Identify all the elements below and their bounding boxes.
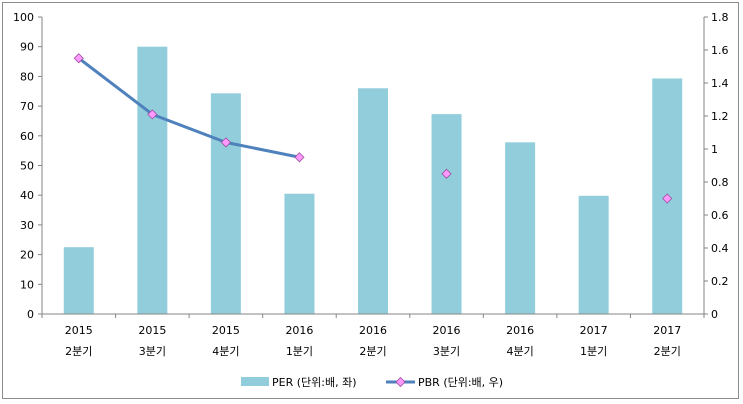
right-axis: 0 0.2 0.4 0.6 0.8 1 1.2 1.4 1.6 1.8: [703, 11, 729, 321]
per-bars: [63, 46, 683, 314]
left-axis-tick-label: 90: [20, 41, 34, 54]
left-axis-tick-label: 100: [13, 11, 34, 24]
left-axis-tick-label: 50: [20, 160, 34, 173]
right-axis-tick-label: 0.2: [711, 275, 729, 288]
per-bar: [210, 93, 241, 314]
x-axis-quarter-label: 2분기: [65, 345, 92, 358]
right-axis-tick-label: 0.4: [711, 242, 729, 255]
right-axis-tick-label: 0: [711, 308, 718, 321]
x-axis-year-label: 2016: [433, 324, 461, 337]
x-axis-year-label: 2017: [580, 324, 608, 337]
x-axis-year-label: 2015: [138, 324, 166, 337]
x-axis-year-label: 2015: [212, 324, 240, 337]
pbr-marker: [147, 109, 158, 120]
per-bar: [431, 114, 462, 314]
x-axis-quarter-label: 1분기: [286, 345, 313, 358]
legend: PER (단위:배, 좌) PBR (단위:배, 우): [241, 376, 503, 389]
x-axis-quarter-label: 3분기: [139, 345, 166, 358]
per-bar: [505, 142, 536, 314]
x-axis-year-label: 2016: [506, 324, 534, 337]
pbr-marker: [73, 53, 84, 64]
chart-frame: 0 10 20 30 40 50 60 70 80 90 100 0 0.2 0.4 0.6 0.8 1 1.2…: [2, 2, 739, 399]
per-bar: [578, 195, 609, 314]
x-axis-quarter-label: 1분기: [580, 345, 607, 358]
left-axis-tick-label: 60: [20, 130, 34, 143]
left-axis-tick-label: 0: [27, 308, 34, 321]
pbr-marker: [441, 168, 452, 179]
pbr-marker: [294, 152, 305, 163]
right-axis-tick-label: 1.2: [711, 110, 729, 123]
legend-per-swatch: [241, 377, 269, 386]
left-axis-tick-label: 80: [20, 70, 34, 83]
per-bar: [284, 193, 315, 314]
x-axis-year-label: 2017: [653, 324, 681, 337]
left-axis-tick-label: 70: [20, 100, 34, 113]
x-axis-quarter-label: 4분기: [506, 345, 533, 358]
right-axis-tick-label: 1.6: [711, 44, 729, 57]
pbr-marker: [662, 193, 673, 204]
per-bar: [358, 88, 388, 314]
left-axis-tick-label: 10: [20, 278, 34, 291]
x-axis-year-label: 2016: [359, 324, 387, 337]
left-axis-tick-label: 40: [20, 189, 34, 202]
x-axis-year-label: 2016: [285, 324, 313, 337]
per-bar: [137, 46, 168, 314]
per-bar: [63, 247, 94, 314]
right-axis-tick-label: 1: [711, 143, 718, 156]
right-axis-tick-label: 1.8: [711, 11, 729, 24]
left-axis: 0 10 20 30 40 50 60 70 80 90 100: [13, 11, 43, 321]
x-axis: 2015 2분기 2015 3분기 2015 4분기 2016 1분기 2016 2분기 2016 3…: [41, 313, 705, 358]
pbr-line-path: [77, 57, 300, 159]
x-axis-quarter-label: 4분기: [212, 345, 239, 358]
legend-per-label: PER (단위:배, 좌): [272, 376, 357, 389]
chart-canvas: 0 10 20 30 40 50 60 70 80 90 100 0 0.2 0.4 0.6 0.8 1 1.2…: [13, 11, 729, 389]
left-axis-tick-label: 30: [20, 219, 34, 232]
left-axis-tick-label: 20: [20, 249, 34, 262]
pbr-marker: [220, 137, 231, 148]
x-axis-quarter-label: 3분기: [433, 345, 460, 358]
x-axis-quarter-label: 2분기: [359, 345, 386, 358]
pbr-line: [73, 53, 673, 204]
x-axis-quarter-label: 2분기: [654, 345, 681, 358]
legend-pbr-label: PBR (단위:배, 우): [418, 376, 503, 389]
right-axis-tick-label: 0.8: [711, 176, 729, 189]
x-axis-year-label: 2015: [65, 324, 93, 337]
legend-pbr-marker: [395, 376, 406, 388]
right-axis-tick-label: 1.4: [711, 77, 729, 90]
right-axis-tick-label: 0.6: [711, 209, 729, 222]
